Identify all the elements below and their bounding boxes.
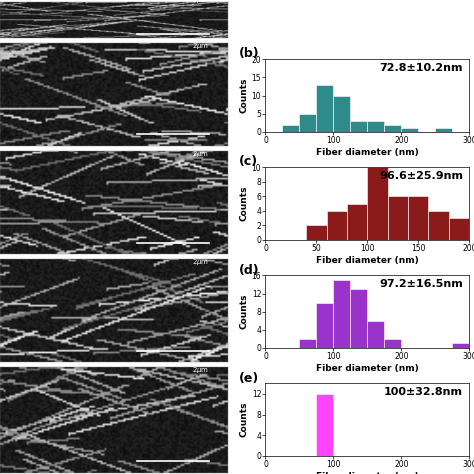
Text: (e): (e) — [239, 372, 260, 384]
Bar — [384, 125, 401, 132]
Bar — [435, 128, 452, 132]
X-axis label: Fiber diameter (nm): Fiber diameter (nm) — [316, 148, 419, 157]
Bar — [347, 204, 367, 240]
Bar — [367, 167, 388, 240]
Bar — [401, 128, 418, 132]
Bar — [316, 394, 333, 456]
Bar — [333, 96, 350, 132]
Text: 2$\mu$m: 2$\mu$m — [192, 149, 210, 159]
Bar — [306, 225, 327, 240]
Bar — [327, 211, 347, 240]
Y-axis label: Counts: Counts — [240, 78, 249, 113]
X-axis label: Fiber diameter (nm): Fiber diameter (nm) — [316, 256, 419, 265]
X-axis label: Fiber diameter (nm): Fiber diameter (nm) — [316, 364, 419, 373]
Text: (c): (c) — [239, 155, 258, 168]
Bar — [350, 121, 367, 132]
Bar — [300, 339, 316, 348]
Text: 96.6±25.9nm: 96.6±25.9nm — [379, 171, 463, 181]
Bar — [428, 211, 449, 240]
Text: 97.2±16.5nm: 97.2±16.5nm — [379, 279, 463, 289]
Bar — [408, 196, 428, 240]
Bar — [449, 218, 469, 240]
Bar — [350, 289, 367, 348]
Bar — [367, 321, 384, 348]
Text: 2$\mu$m: 2$\mu$m — [192, 0, 210, 5]
Text: 2$\mu$m: 2$\mu$m — [192, 365, 210, 375]
Bar — [316, 302, 333, 348]
Text: 72.8±10.2nm: 72.8±10.2nm — [380, 63, 463, 73]
Bar — [388, 196, 408, 240]
Y-axis label: Counts: Counts — [240, 402, 249, 438]
X-axis label: Fiber diameter (nm): Fiber diameter (nm) — [316, 472, 419, 474]
Bar — [283, 125, 300, 132]
Bar — [384, 339, 401, 348]
Bar — [300, 114, 316, 132]
Text: 100±32.8nm: 100±32.8nm — [384, 387, 463, 397]
Bar — [452, 343, 469, 348]
Y-axis label: Counts: Counts — [240, 186, 249, 221]
Text: (d): (d) — [239, 264, 260, 276]
Bar — [333, 280, 350, 348]
Bar — [367, 121, 384, 132]
Bar — [316, 85, 333, 132]
Y-axis label: Counts: Counts — [240, 294, 249, 329]
Text: (b): (b) — [239, 47, 260, 60]
Text: 2$\mu$m: 2$\mu$m — [192, 41, 210, 51]
Text: 2$\mu$m: 2$\mu$m — [192, 257, 210, 267]
